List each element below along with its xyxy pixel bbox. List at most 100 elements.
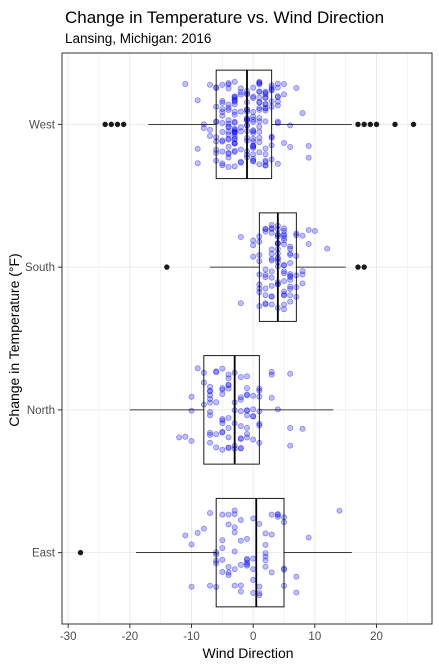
jitter-point — [268, 369, 275, 375]
jitter-point — [194, 97, 201, 104]
jitter-point — [287, 272, 294, 279]
jitter-point — [225, 444, 232, 451]
jitter-point — [231, 98, 238, 105]
jitter-point — [293, 84, 300, 91]
jitter-point — [225, 150, 232, 156]
jitter-point — [250, 413, 257, 420]
panel-border — [61, 52, 433, 625]
jitter-point — [287, 252, 294, 259]
jitter-point — [256, 99, 263, 106]
jitter-point — [274, 93, 281, 100]
jitter-point — [231, 524, 238, 531]
box-west — [215, 69, 273, 180]
jitter-point — [299, 280, 306, 287]
jitter-point — [281, 268, 287, 275]
jitter-point — [268, 257, 275, 264]
jitter-point — [250, 109, 257, 115]
jitter-point — [244, 559, 250, 566]
jitter-point — [287, 271, 294, 278]
jitter-point — [219, 81, 226, 88]
jitter-point — [219, 556, 226, 563]
jitter-point — [281, 301, 287, 308]
jitter-point — [268, 255, 275, 262]
outlier-point — [355, 121, 361, 128]
box-north — [203, 355, 260, 465]
jitter-point — [182, 532, 189, 539]
jitter-point — [287, 370, 294, 377]
jitter-point — [256, 79, 263, 86]
y-axis-title: Change in Temperature (°F) — [6, 253, 22, 426]
jitter-point — [268, 371, 275, 378]
x-tick-label: -30 — [60, 631, 77, 643]
jitter-point — [305, 154, 312, 161]
jitter-point — [262, 94, 269, 101]
jitter-point — [268, 268, 275, 275]
outlier-point — [108, 121, 115, 128]
jitter-point — [256, 123, 263, 130]
jitter-point — [231, 140, 238, 147]
jitter-point — [262, 118, 269, 125]
jitter-point — [225, 381, 232, 388]
jitter-point — [225, 150, 232, 157]
jitter-point — [293, 589, 300, 596]
jitter-point — [268, 301, 275, 308]
jitter-point — [237, 233, 244, 240]
jitter-point — [250, 436, 257, 443]
jitter-point — [244, 535, 250, 542]
jitter-point — [250, 143, 257, 149]
outlier-point — [164, 264, 170, 270]
jitter-point — [237, 146, 244, 153]
jitter-point — [207, 510, 213, 517]
jitter-point — [225, 101, 232, 108]
jitter-point — [262, 159, 269, 166]
jitter-point — [250, 143, 257, 150]
jitter-point — [237, 582, 244, 589]
jitter-point — [213, 444, 220, 451]
x-tick-label: 20 — [370, 631, 383, 643]
jitter-point — [219, 420, 226, 427]
jitter-point — [262, 157, 269, 164]
jitter-point — [231, 507, 238, 514]
jitter-point — [268, 511, 275, 518]
jitter-point — [281, 292, 287, 299]
outlier-point — [410, 121, 417, 128]
jitter-point — [250, 590, 257, 596]
jitter-point — [225, 385, 232, 392]
jitter-point — [194, 365, 201, 372]
jitter-point — [268, 293, 275, 300]
jitter-point — [244, 373, 250, 380]
jitter-point — [262, 226, 269, 232]
jitter-point — [256, 139, 263, 146]
jitter-point — [219, 162, 226, 169]
jitter-point — [231, 111, 238, 118]
jitter-point — [281, 288, 287, 295]
jitter-point — [207, 439, 213, 446]
jitter-point — [231, 129, 238, 136]
jitter-point — [262, 89, 269, 96]
jitter-point — [219, 112, 226, 119]
jitter-point — [274, 406, 281, 413]
jitter-point — [231, 511, 238, 518]
jitter-point — [281, 231, 287, 238]
jitter-point — [250, 142, 257, 149]
jitter-point — [250, 555, 257, 562]
jitter-point — [287, 243, 294, 250]
jitter-point — [231, 147, 238, 154]
jitter-point — [262, 271, 269, 278]
jitter-point — [225, 117, 232, 124]
jitter-point — [182, 81, 189, 87]
jitter-point — [231, 548, 238, 555]
jitter-point — [244, 556, 250, 563]
jitter-point — [268, 274, 275, 281]
jitter-point — [225, 81, 232, 88]
jitter-point — [231, 93, 238, 100]
jitter-point — [207, 431, 213, 438]
jitter-point — [244, 391, 250, 398]
jitter-point — [225, 414, 232, 421]
jitter-point — [336, 507, 343, 514]
jitter-point — [256, 88, 263, 95]
jitter-point — [176, 434, 183, 441]
jitter-point — [219, 569, 226, 575]
jitter-point — [244, 555, 250, 562]
